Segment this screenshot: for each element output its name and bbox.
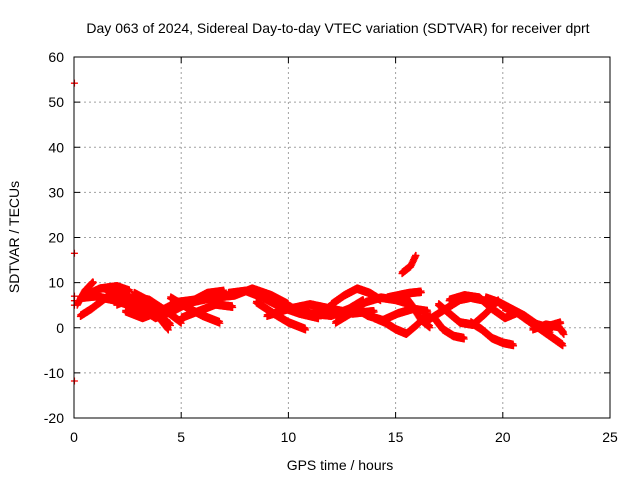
data-points (70, 79, 568, 385)
data-point (216, 319, 224, 327)
data-point (164, 326, 172, 334)
grid-lines (74, 57, 610, 418)
chart-title: Day 063 of 2024, Sidereal Day-to-day VTE… (86, 20, 589, 36)
data-point (229, 303, 237, 311)
data-point (302, 326, 310, 334)
data-point (89, 279, 97, 287)
